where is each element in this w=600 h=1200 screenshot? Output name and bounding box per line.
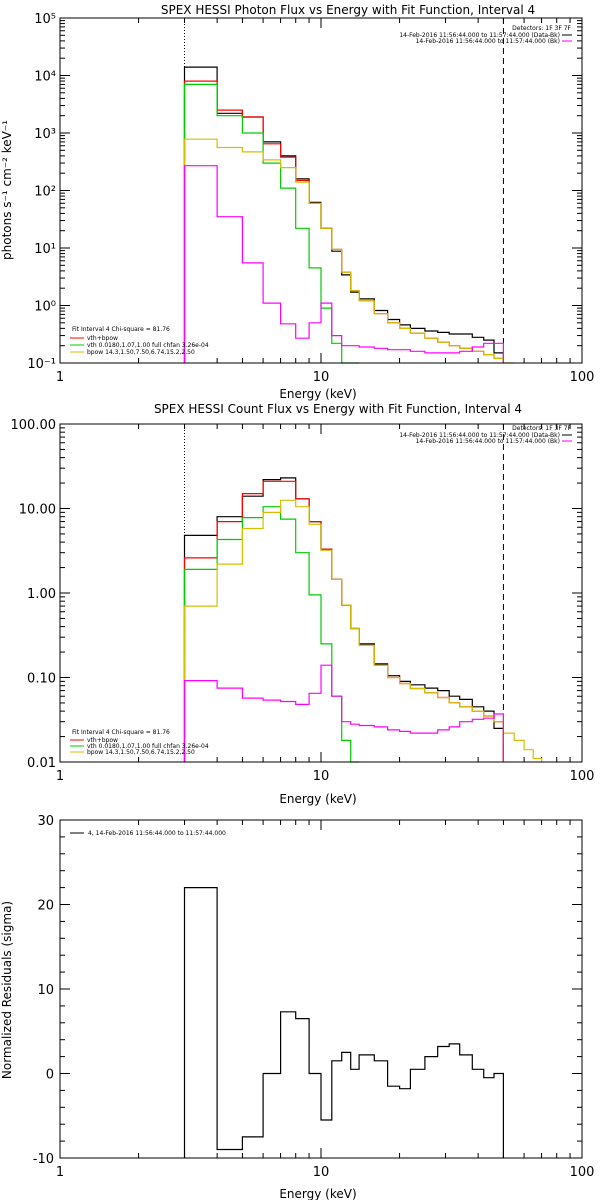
y-tick-label: 10⁴: [34, 70, 56, 85]
series-vth: [183, 83, 360, 364]
y-tick-label: 10⁰: [34, 300, 56, 315]
legend-top-right: Detectors: 1F 3F 7F 14-Feb-2016 11:56:44…: [399, 25, 572, 45]
count-flux-chart: SPEX HESSI Count Flux vs Energy with Fit…: [11, 402, 595, 806]
legend-top-left: 4, 14-Feb-2016 11:56:44.000 to 11:57:44.…: [70, 830, 226, 837]
y-tick-label: 10: [37, 983, 54, 998]
x-tick-label: 100: [570, 1165, 595, 1180]
legend-bottom-left: Fit Interval 4 Chi-square = 81.76 vth+bp…: [70, 326, 209, 356]
series-vth: [183, 506, 360, 763]
legend-bk: 14-Feb-2016 11:56:44.000 to 11:57:44.000…: [416, 38, 560, 45]
series-residuals: [183, 887, 504, 1158]
x-tick-label: 100: [570, 370, 595, 385]
series-vth-bpow: [183, 80, 504, 363]
legend-top-right: Detectors: 1F 3F 7F 14-Feb-2016 11:56:44…: [399, 425, 572, 445]
x-axis-label: Energy (keV): [279, 1187, 356, 1200]
series-bk: [183, 664, 504, 762]
legend-fit-interval: Fit Interval 4 Chi-square = 81.76: [72, 729, 170, 736]
y-tick-label: 10²: [34, 185, 56, 200]
series-bpow: [183, 499, 543, 762]
legend-detectors: Detectors: 1F 3F 7F: [512, 25, 571, 32]
y-tick-label: 0.10: [27, 672, 56, 687]
y-tick-label: 10⁻¹: [27, 357, 56, 372]
y-tick-label: 30: [37, 814, 54, 829]
series-data-bk: [183, 66, 504, 363]
y-tick-label: 10⁵: [34, 12, 56, 27]
x-tick-label: 10: [313, 769, 330, 784]
legend-bottom-left: Fit Interval 4 Chi-square = 81.76 vth+bp…: [70, 729, 209, 756]
photon-flux-chart: SPEX HESSI Photon Flux vs Energy with Fi…: [0, 3, 594, 401]
y-tick-label: 0: [46, 1068, 54, 1083]
legend-data-bk: 14-Feb-2016 11:56:44.000 to 11:57:44.000…: [399, 32, 560, 39]
x-axis-label: Energy (keV): [279, 387, 356, 401]
series-data-bk: [183, 477, 504, 762]
legend-data-bk: 14-Feb-2016 11:56:44.000 to 11:57:44.000…: [399, 432, 560, 439]
y-axis-label: photons s⁻¹ cm⁻² keV⁻¹: [0, 120, 14, 260]
series-bpow: [183, 138, 515, 364]
plot-frame: [59, 819, 583, 1159]
x-axis-label: Energy (keV): [279, 792, 356, 806]
y-tick-label: 10¹: [34, 242, 56, 257]
legend-vth: vth 0.0180,1.07,1.00 full chfan 3.26e-04: [87, 342, 209, 349]
y-tick-label: 0.01: [27, 756, 56, 771]
y-tick-label: 20: [37, 899, 54, 914]
y-tick-label: 10³: [34, 127, 56, 142]
x-tick-label: 1: [56, 1165, 64, 1180]
chart-title: SPEX HESSI Photon Flux vs Energy with Fi…: [161, 3, 535, 17]
x-tick-label: 10: [313, 1165, 330, 1180]
x-tick-label: 1: [56, 769, 64, 784]
chart-title: SPEX HESSI Count Flux vs Energy with Fit…: [154, 402, 522, 416]
series-bk: [183, 165, 504, 363]
legend-detectors: Detectors: 1F 3F 7F: [512, 425, 571, 432]
legend-bpow: bpow 14.3,1.50,7.50,6.74,15.2,2.50: [87, 349, 195, 356]
y-tick-label: 1.00: [27, 587, 56, 602]
y-tick-label: 10.00: [19, 503, 56, 518]
y-tick-label: -10: [33, 1152, 54, 1167]
legend-interval: 4, 14-Feb-2016 11:56:44.000 to 11:57:44.…: [88, 830, 226, 837]
y-tick-label: 100.00: [11, 418, 57, 433]
x-tick-label: 1: [56, 370, 64, 385]
legend-fit: vth+bpow: [87, 335, 118, 342]
legend-fit-interval: Fit Interval 4 Chi-square = 81.76: [72, 326, 170, 333]
legend-bk: 14-Feb-2016 11:56:44.000 to 11:57:44.000…: [416, 438, 560, 445]
legend-bpow: bpow 14.3,1.50,7.50,6.74,15.2,2.50: [87, 749, 195, 756]
x-tick-label: 100: [570, 769, 595, 784]
y-axis-label: Normalized Residuals (sigma): [0, 901, 14, 1079]
legend-fit: vth+bpow: [87, 737, 118, 744]
plot-frame: [59, 423, 583, 763]
legend-vth: vth 0.0180,1.07,1.00 full chfan 3.26e-04: [87, 743, 209, 750]
residuals-chart: Energy (keV) Normalized Residuals (sigma…: [0, 814, 594, 1200]
plot-frame: [59, 17, 583, 364]
series-vth-bpow: [183, 480, 504, 762]
x-tick-label: 10: [313, 370, 330, 385]
